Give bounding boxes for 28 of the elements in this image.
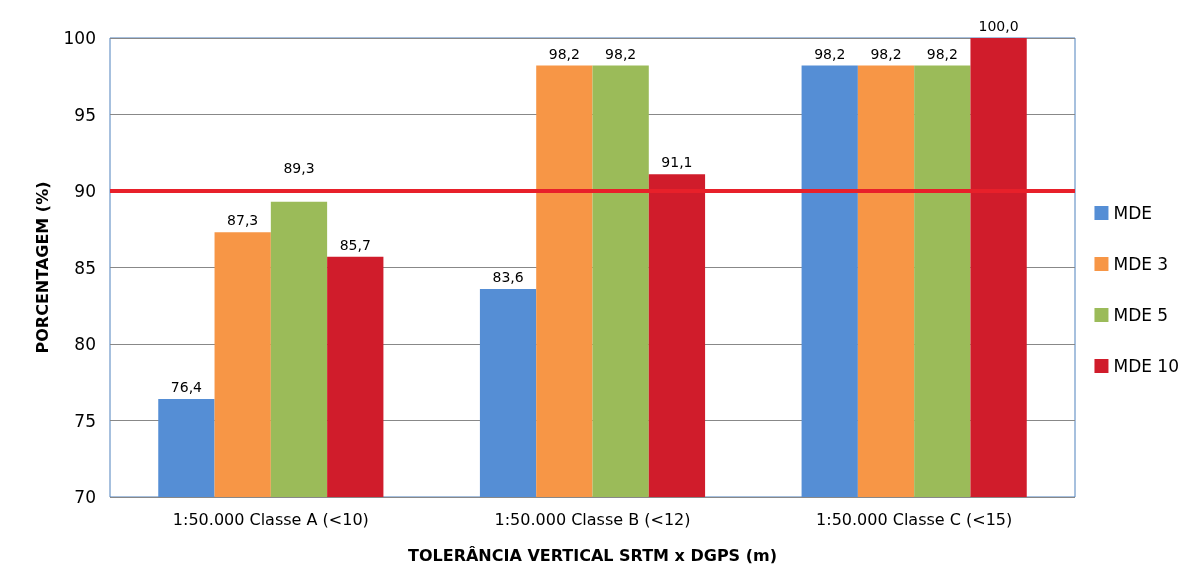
data-label: 83,6 [492, 268, 524, 285]
data-label: 91,1 [661, 154, 693, 171]
y-tick-label: 80 [74, 334, 96, 354]
legend-label: MDE [1113, 203, 1152, 223]
data-label: 98,2 [605, 45, 637, 62]
data-label: 76,4 [170, 379, 203, 396]
y-tick-label: 75 [74, 410, 96, 431]
data-label: 100,0 [978, 18, 1019, 34]
legend-label: MDE 3 [1113, 254, 1169, 274]
x-tick-label: 1:50.000 Classe B (<12) [494, 509, 691, 529]
y-tick-label: 90 [74, 181, 96, 201]
data-label: 89,3 [283, 159, 315, 176]
data-label: 98,2 [814, 45, 846, 62]
data-label: 87,3 [227, 212, 259, 229]
legend-label: MDE 5 [1113, 305, 1169, 325]
y-tick-label: 70 [74, 487, 96, 507]
legend-label: MDE 10 [1113, 356, 1180, 376]
x-axis-title: TOLERÂNCIA VERTICAL SRTM x DGPS (m) [407, 545, 778, 565]
x-tick-label: 1:50.000 Classe A (<10) [172, 509, 369, 529]
y-axis-title: PORCENTAGEM (%) [32, 181, 52, 354]
y-tick-label: 95 [74, 104, 96, 125]
data-label: 98,2 [926, 45, 958, 62]
data-label: 85,7 [339, 236, 371, 253]
data-label: 98,2 [870, 45, 902, 62]
y-tick-label: 85 [74, 257, 96, 278]
data-label: 98,2 [548, 45, 580, 62]
x-tick-label: 1:50.000 Classe C (<15) [816, 509, 1013, 529]
y-tick-label: 100 [63, 28, 96, 48]
